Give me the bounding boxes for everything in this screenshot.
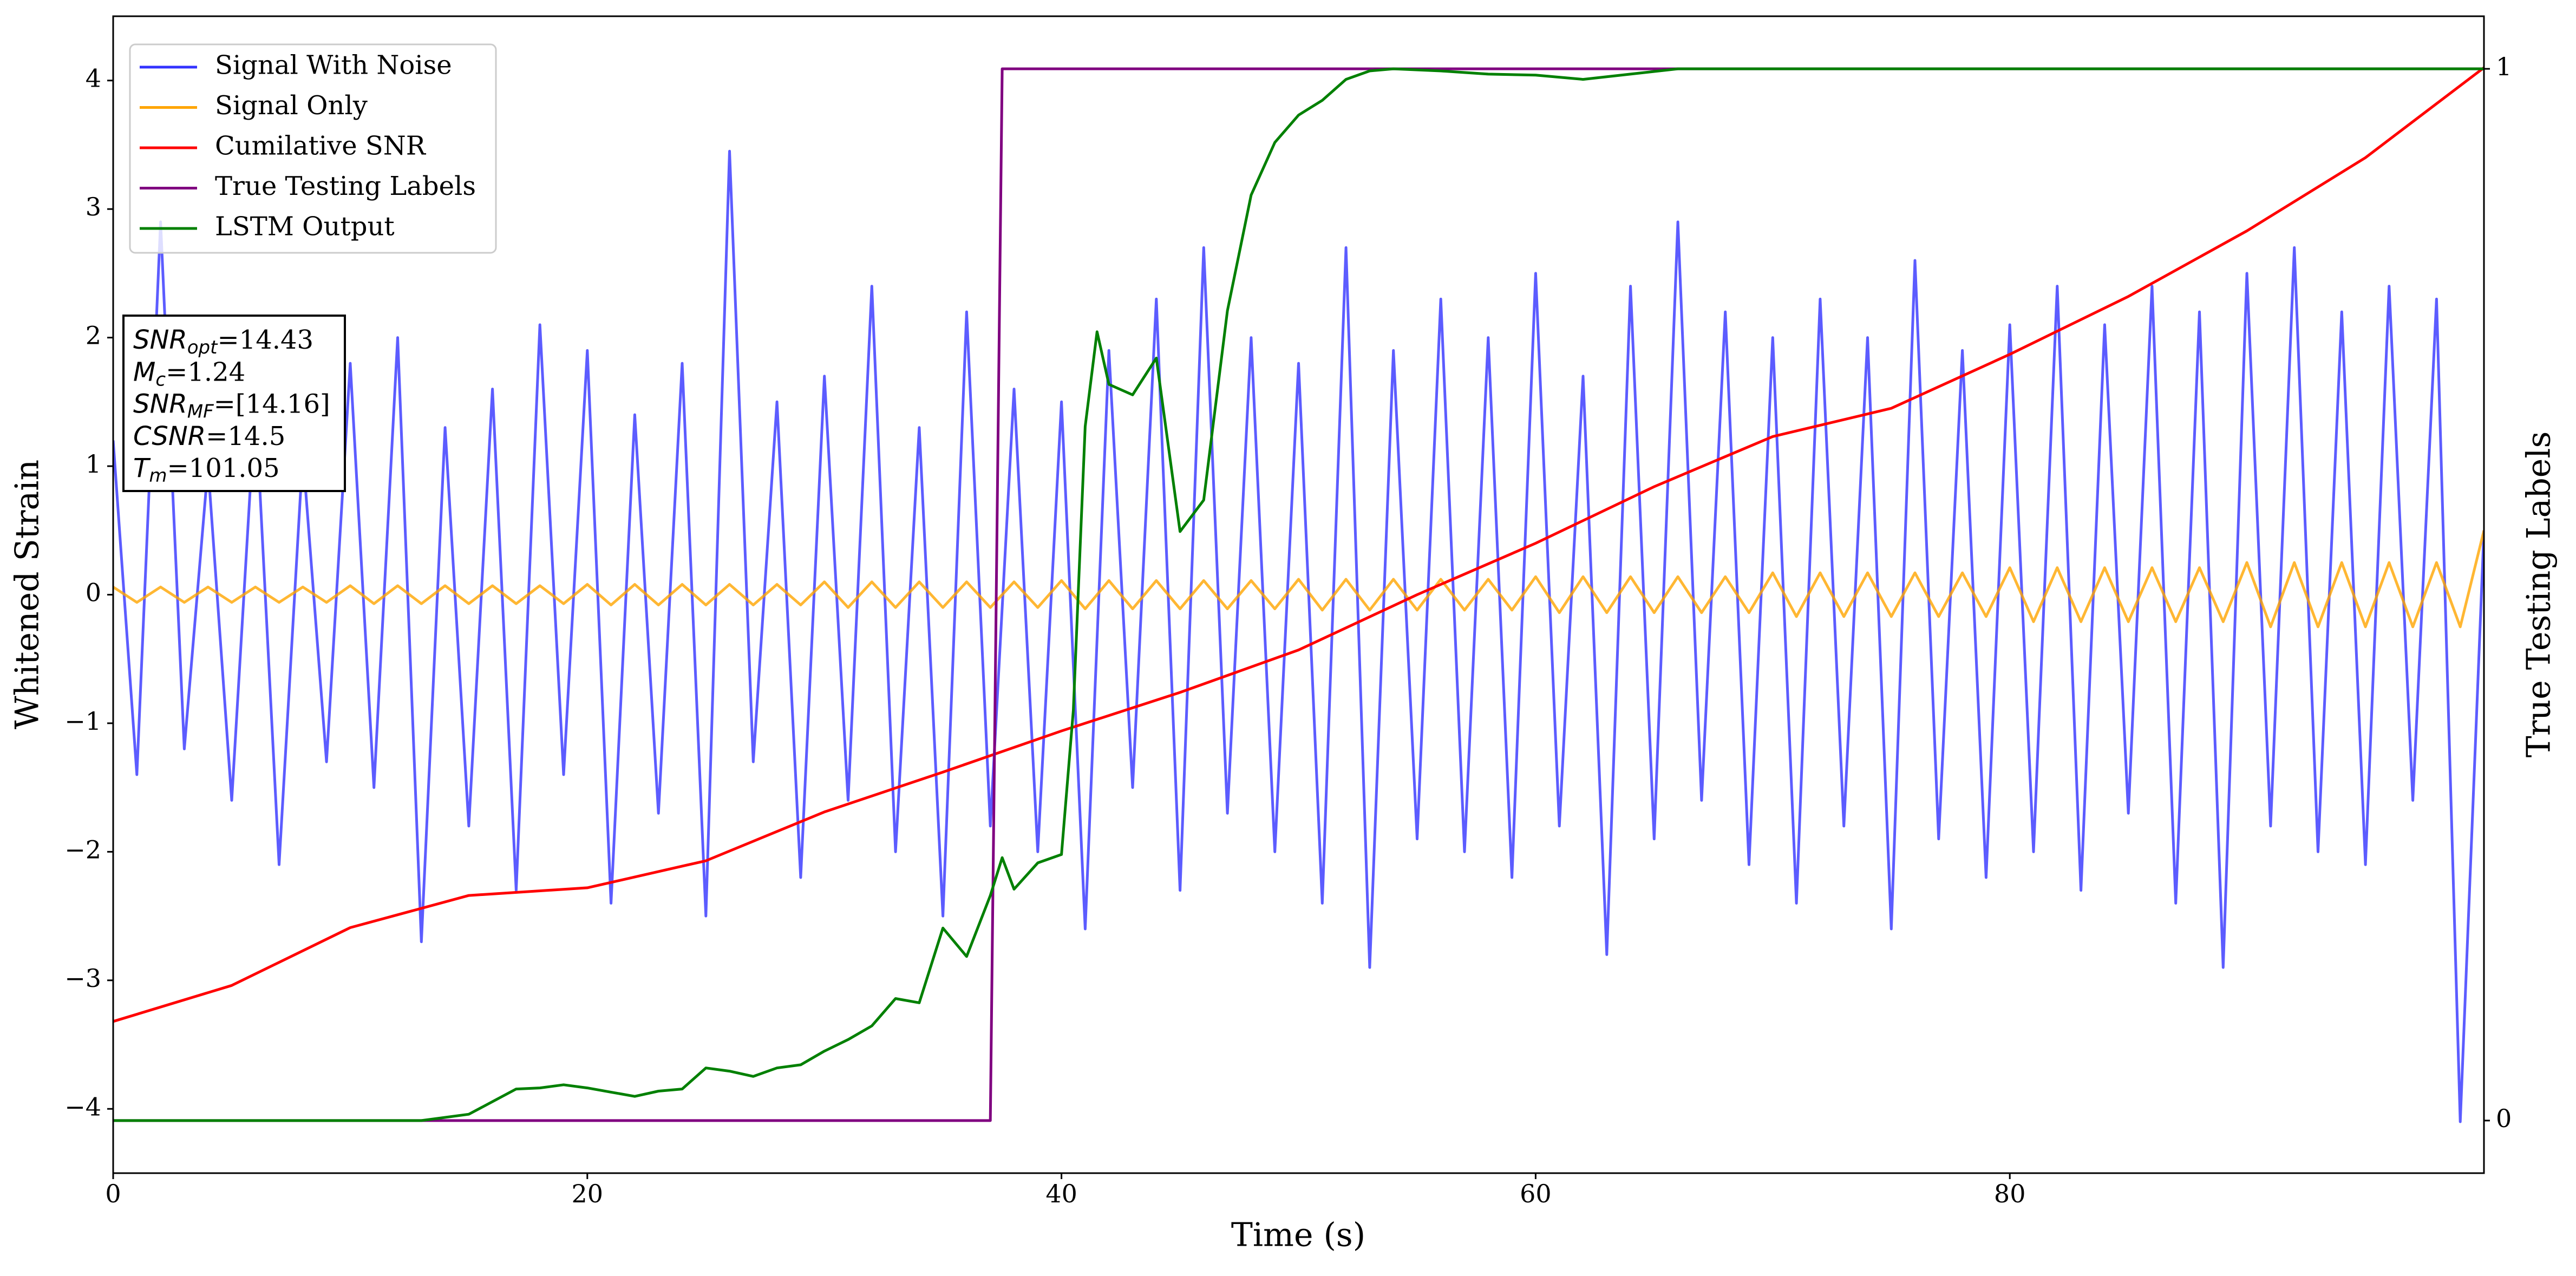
y2-tick-label: 1 — [2496, 52, 2512, 81]
annotation-value: =[14.16] — [214, 389, 330, 419]
annotation: SNRopt=14.43Mc=1.24SNRMF=[14.16]CSNR=14.… — [122, 315, 346, 492]
annotation-box — [122, 315, 346, 492]
annotation-subscript: c — [155, 369, 166, 390]
y-tick-label: −2 — [64, 835, 101, 864]
plot-lines — [113, 67, 2484, 1123]
annotation-text: SNRopt=14.43 — [133, 325, 313, 358]
legend: Signal With Noise Signal Only Cumilative S… — [129, 43, 497, 254]
annotation-text: CSNR=14.5 — [133, 421, 285, 451]
annotation-symbol: M — [133, 357, 155, 387]
y2-tick-label: 0 — [2496, 1104, 2512, 1133]
legend-label: LSTM Output — [215, 212, 395, 242]
series-line — [113, 67, 2484, 1023]
annotation-symbol: T — [133, 453, 151, 483]
annotation-subscript: m — [149, 465, 167, 487]
annotation-symbol: CSNR — [133, 421, 206, 451]
annotation-value: =101.05 — [167, 453, 279, 483]
annotation-text: SNRMF=[14.16] — [133, 389, 330, 422]
legend-box — [129, 43, 497, 254]
y-tick-label: 3 — [86, 192, 101, 221]
annotation-subscript: MF — [187, 401, 214, 422]
x-tick-label: 0 — [105, 1179, 121, 1208]
x-tick-label: 40 — [1045, 1179, 1077, 1208]
y-tick-label: −1 — [64, 706, 101, 736]
annotation-text: Tm=101.05 — [133, 453, 280, 487]
x-tick-label: 80 — [1994, 1179, 2026, 1208]
y-axis-label: Whitened Strain — [9, 460, 47, 729]
y-tick-label: 4 — [86, 64, 101, 93]
series-line — [113, 67, 2484, 1122]
legend-label: True Testing Labels — [215, 171, 476, 201]
annotation-value: =1.24 — [166, 357, 245, 387]
annotation-text: Mc=1.24 — [133, 357, 245, 390]
y-tick-label: −4 — [64, 1092, 101, 1121]
legend-label: Signal With Noise — [215, 50, 452, 81]
y-tick-label: −3 — [64, 964, 101, 993]
y-tick-label: 2 — [86, 321, 101, 350]
annotation-value: =14.43 — [217, 325, 313, 355]
annotation-symbol: SNR — [133, 325, 187, 355]
annotation-value: =14.5 — [206, 421, 285, 451]
x-tick-label: 20 — [572, 1179, 604, 1208]
legend-label: Cumilative SNR — [215, 131, 427, 161]
annotation-subscript: opt — [187, 337, 218, 358]
legend-label: Signal Only — [215, 90, 368, 121]
series-line — [113, 149, 2484, 1123]
series-line — [113, 530, 2484, 629]
y2-axis-label: True Testing Labels — [2520, 431, 2558, 758]
y-tick-label: 0 — [86, 578, 101, 607]
annotation-symbol: SNR — [133, 389, 187, 420]
x-axis-label: Time (s) — [1231, 1216, 1365, 1254]
x-tick-label: 60 — [1520, 1179, 1552, 1208]
y-tick-label: 1 — [86, 449, 101, 479]
